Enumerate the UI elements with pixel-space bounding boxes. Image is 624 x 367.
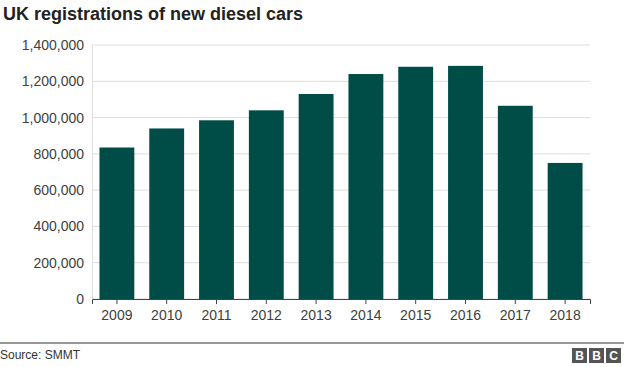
x-tick-label: 2014 — [350, 307, 381, 323]
y-tick-label: 1,200,000 — [22, 73, 84, 89]
x-tick: 2015 — [400, 299, 431, 323]
grid-line — [92, 81, 590, 82]
x-tick-mark — [116, 299, 117, 304]
y-tick: 600,000 — [33, 182, 92, 198]
source: Source: SMMT — [0, 348, 81, 362]
logo-box — [589, 348, 604, 363]
x-tick-mark — [216, 299, 217, 304]
bar — [249, 110, 284, 299]
y-tick-label: 800,000 — [33, 146, 84, 162]
x-tick-mark — [415, 299, 416, 304]
logo-letter: C — [609, 349, 618, 363]
x-tick-label: 2011 — [201, 307, 231, 323]
x-axis: 2009 2010 2011 2012 2013 2014 2015 2016 2017 2018 — [93, 299, 591, 323]
y-tick-label: 1,000,000 — [22, 110, 84, 126]
x-tick: 2016 — [450, 299, 481, 323]
x-tick: 2017 — [500, 299, 531, 323]
y-tick: 200,000 — [33, 255, 92, 271]
bar — [398, 67, 433, 299]
bar — [199, 120, 234, 299]
x-tick-mark — [166, 299, 167, 304]
x-tick-label: 2015 — [400, 307, 431, 323]
x-tick-mark — [515, 299, 516, 304]
x-axis-line — [93, 300, 591, 305]
y-tick: 1,200,000 — [22, 73, 92, 89]
y-tick: 800,000 — [33, 146, 92, 162]
x-tick: 2013 — [301, 299, 332, 323]
bar — [498, 106, 533, 299]
y-tick-label: 0 — [76, 291, 84, 307]
x-tick-mark — [266, 299, 267, 304]
y-tick: 0 — [76, 291, 92, 307]
y-tick-label: 1,400,000 — [22, 37, 84, 53]
bar — [448, 66, 483, 299]
grid-line — [92, 45, 590, 46]
x-tick-label: 2016 — [450, 307, 481, 323]
y-axis-line — [92, 46, 93, 300]
y-tick: 1,000,000 — [22, 110, 92, 126]
y-tick-label: 400,000 — [33, 218, 84, 234]
logo-box — [606, 348, 621, 363]
bar — [299, 94, 334, 299]
x-tick: 2011 — [201, 299, 231, 323]
x-tick-label: 2018 — [550, 307, 581, 323]
footer-rule — [0, 343, 624, 344]
x-tick: 2009 — [101, 299, 132, 323]
x-tick-mark — [365, 299, 366, 304]
logo: BBC — [572, 348, 621, 363]
title: UK registrations of new diesel cars — [3, 4, 303, 24]
plot: 0 200,000 400,000 600,000 800,000 1,000,000 1,… — [22, 37, 591, 323]
bar — [348, 74, 383, 299]
logo-letter: B — [592, 349, 601, 363]
y-tick-label: 200,000 — [33, 255, 84, 271]
grid — [92, 45, 590, 299]
x-tick-label: 2010 — [151, 307, 182, 323]
bar — [548, 163, 583, 299]
x-tick: 2018 — [550, 299, 581, 323]
x-tick-label: 2013 — [301, 307, 332, 323]
x-tick-label: 2009 — [101, 307, 132, 323]
y-axis: 0 200,000 400,000 600,000 800,000 1,000,000 1,… — [22, 37, 93, 307]
y-tick: 400,000 — [33, 218, 92, 234]
bar — [149, 128, 184, 299]
y-tick-label: 600,000 — [33, 182, 84, 198]
x-tick: 2014 — [350, 299, 381, 323]
logo-letter: B — [575, 349, 584, 363]
y-tick: 1,400,000 — [22, 37, 92, 53]
x-tick-label: 2017 — [500, 307, 531, 323]
logo-box — [572, 348, 587, 363]
x-tick: 2012 — [251, 299, 282, 323]
bar — [99, 148, 134, 299]
x-tick-mark — [565, 299, 566, 304]
x-tick-mark — [316, 299, 317, 304]
chart: UK registrations of new diesel cars 0 200,… — [0, 0, 624, 367]
x-tick-label: 2012 — [251, 307, 282, 323]
x-tick-mark — [465, 299, 466, 304]
bars — [99, 66, 582, 299]
x-tick: 2010 — [151, 299, 182, 323]
